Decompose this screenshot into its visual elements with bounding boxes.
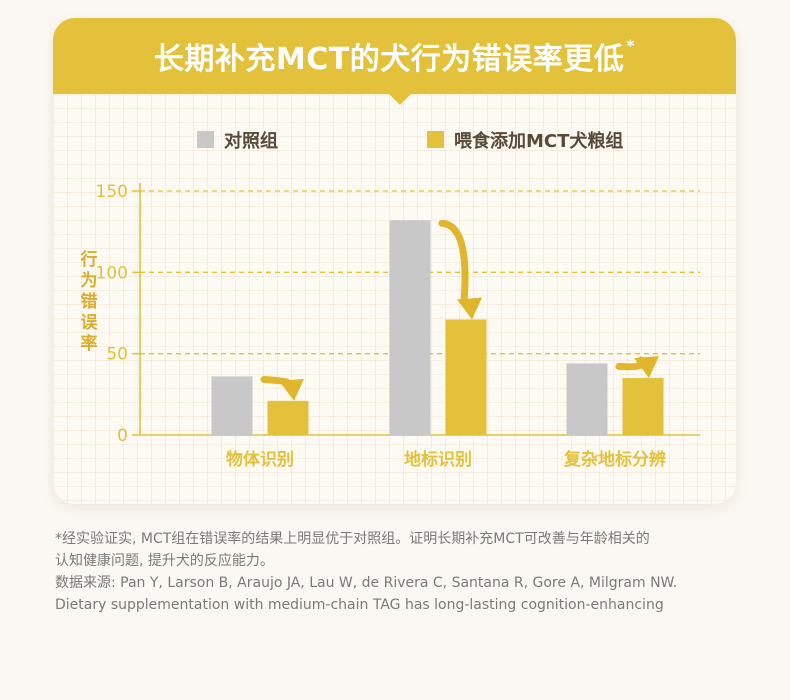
y-axis-label: 行为错误率: [78, 250, 100, 355]
y-axis-label-char-3: 误: [80, 313, 98, 333]
trend-arrow-head-2: [634, 356, 659, 379]
y-tick-label-0: 0: [117, 426, 128, 446]
x-category-label-1: 地标识别: [404, 449, 472, 470]
legend-swatch-mct: [427, 131, 444, 148]
footnote: *经实验证实, MCT组在错误率的结果上明显优于对照组。证明长期补充MCT可改善…: [55, 528, 745, 616]
bar-control-0: [211, 376, 253, 435]
footnote-line-4: Dietary supplementation with medium-chai…: [55, 597, 664, 613]
bar-chart: 0 50 100 150 物体识别 地标识别 复杂地标分辨: [96, 182, 700, 470]
bar-mct-1: [445, 319, 487, 435]
bar-mct-0: [267, 400, 309, 435]
y-axis-label-char-2: 错: [80, 292, 98, 312]
legend-label-mct: 喂食添加MCT犬粮组: [454, 131, 624, 152]
bar-mct-2: [622, 378, 664, 435]
y-axis-label-char-4: 率: [80, 334, 98, 354]
x-category-label-0: 物体识别: [226, 449, 294, 470]
y-tick-label-100: 100: [96, 263, 128, 283]
x-category-label-2: 复杂地标分辨: [563, 449, 666, 470]
footnote-line-2: 认知健康问题, 提升犬的反应能力。: [55, 553, 274, 569]
y-axis-label-char-1: 为: [80, 271, 98, 291]
legend-swatch-control: [197, 131, 214, 148]
footnote-line-3: 数据来源: Pan Y, Larson B, Araujo JA, Lau W,…: [55, 575, 678, 591]
y-tick-label-50: 50: [106, 345, 128, 365]
chart-title-text: 长期补充MCT的犬行为错误率更低: [153, 42, 625, 77]
title-footnote-star: *: [626, 36, 636, 55]
bar-control-1: [389, 220, 431, 435]
banner-pointer: [387, 92, 413, 105]
y-axis-label-char-0: 行: [80, 250, 98, 270]
footnote-line-1: *经实验证实, MCT组在错误率的结果上明显优于对照组。证明长期补充MCT可改善…: [55, 531, 650, 547]
trend-arrow-shaft-1: [438, 219, 469, 306]
chart-title: 长期补充MCT的犬行为错误率更低 *: [53, 34, 736, 78]
trend-arrow-head-1: [457, 297, 482, 320]
bar-control-2: [566, 363, 608, 435]
title-banner: 长期补充MCT的犬行为错误率更低 *: [53, 18, 736, 94]
y-tick-label-150: 150: [96, 182, 128, 202]
legend-label-control: 对照组: [224, 131, 278, 152]
trend-arrow-head-0: [279, 378, 304, 401]
